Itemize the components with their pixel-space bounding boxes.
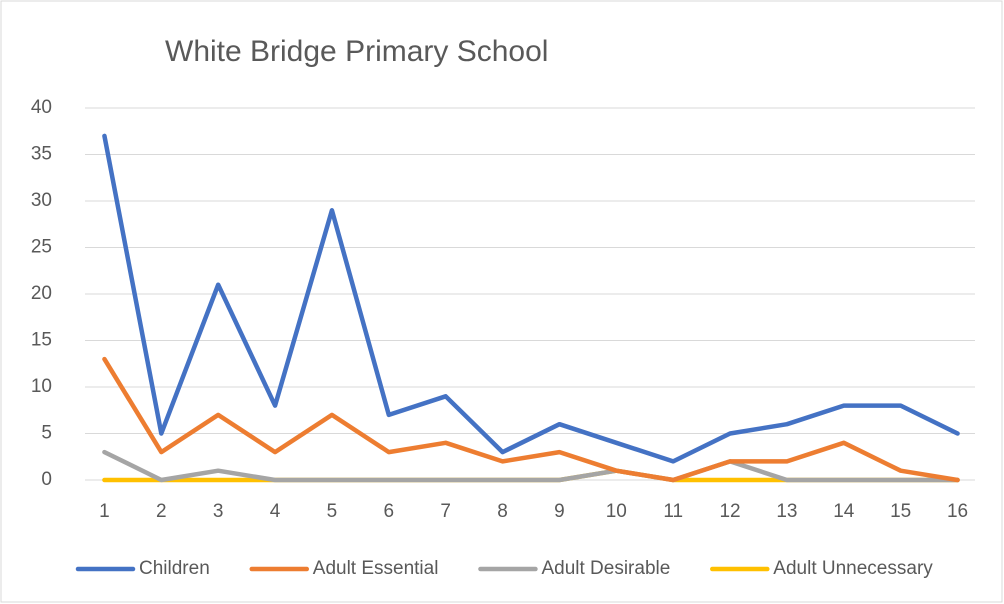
series-line: [102, 133, 960, 464]
x-tick-label: 15: [890, 501, 911, 522]
x-tick-label: 1: [99, 501, 110, 522]
legend-label: Adult Unnecessary: [773, 558, 933, 579]
x-tick-label: 12: [719, 501, 740, 522]
x-tick-label: 10: [606, 501, 627, 522]
y-tick-label: 35: [31, 144, 52, 165]
x-tick-label: 3: [213, 501, 224, 522]
x-tick-label: 6: [384, 501, 395, 522]
y-tick-label: 15: [31, 330, 52, 351]
y-tick-label: 20: [31, 283, 52, 304]
x-tick-label: 4: [270, 501, 281, 522]
x-tick-label: 8: [497, 501, 508, 522]
y-tick-label: 5: [41, 423, 52, 444]
x-tick-label: 9: [554, 501, 565, 522]
y-tick-label: 25: [31, 237, 52, 258]
series-line: [102, 356, 960, 483]
y-tick-label: 0: [41, 469, 52, 490]
x-tick-label: 16: [947, 501, 968, 522]
x-tick-label: 7: [440, 501, 451, 522]
legend-label: Adult Desirable: [541, 558, 670, 579]
chart-title: White Bridge Primary School: [165, 35, 548, 68]
y-tick-label: 40: [31, 97, 52, 118]
series-line: [102, 449, 960, 483]
x-tick-label: 2: [156, 501, 167, 522]
x-tick-label: 14: [833, 501, 855, 522]
x-tick-label: 13: [776, 501, 797, 522]
x-tick-label: 11: [663, 501, 683, 522]
x-tick-label: 5: [327, 501, 338, 522]
legend-label: Adult Essential: [313, 558, 439, 579]
legend-label: Children: [139, 558, 210, 579]
y-tick-label: 30: [31, 190, 52, 211]
y-tick-label: 10: [31, 376, 52, 397]
